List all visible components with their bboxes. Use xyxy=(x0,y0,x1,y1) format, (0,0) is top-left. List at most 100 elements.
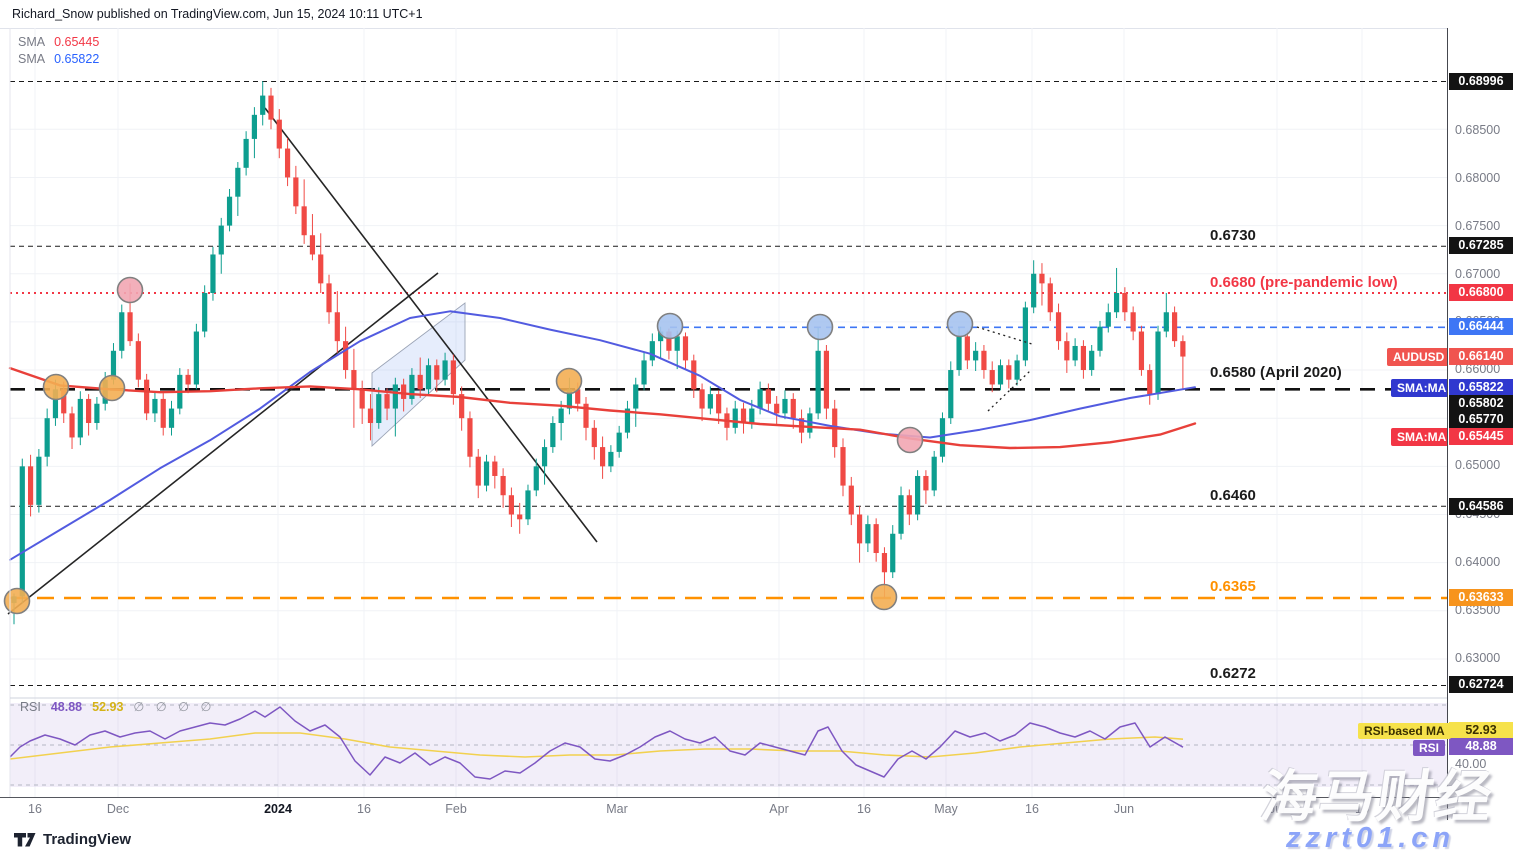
price-axis-label: 0.65000 xyxy=(1455,458,1501,472)
candle xyxy=(906,495,912,515)
candle xyxy=(260,95,266,115)
candle xyxy=(110,350,117,380)
orange-circle-marker[interactable] xyxy=(555,367,583,395)
indicator-legend: SMA 0.65445 SMA 0.65822 xyxy=(18,34,99,68)
blue-circle-marker[interactable] xyxy=(946,310,974,338)
trendline[interactable] xyxy=(7,272,439,615)
sma-fast-line xyxy=(8,366,1197,450)
candle xyxy=(1163,312,1169,332)
candle xyxy=(1072,345,1078,361)
sma-fast-legend[interactable]: SMA 0.65445 xyxy=(18,34,99,51)
tradingview-attribution[interactable]: TradingView xyxy=(14,831,131,848)
candle xyxy=(284,148,291,178)
pennant-dotted-line[interactable] xyxy=(976,326,1033,345)
rsi-legend[interactable]: RSI 48.88 52.93 ∅ ∅ ∅ ∅ xyxy=(20,699,225,714)
candle xyxy=(160,398,166,428)
candle xyxy=(1147,370,1153,395)
candle xyxy=(1097,326,1103,351)
candle xyxy=(1064,341,1070,361)
candle xyxy=(467,418,473,457)
pennant-dotted-line[interactable] xyxy=(987,370,1031,412)
candle xyxy=(77,398,83,438)
candle xyxy=(575,389,581,404)
price-axis-badge: 52.93 xyxy=(1449,722,1513,739)
candle xyxy=(119,312,125,351)
candle xyxy=(981,350,987,371)
pink-circle-marker[interactable] xyxy=(116,276,144,304)
candle xyxy=(1022,307,1028,361)
candle xyxy=(1155,331,1161,395)
level-label-april-2020[interactable]: 0.6580 (April 2020) xyxy=(1210,364,1342,381)
candle xyxy=(442,360,448,380)
candle xyxy=(293,177,299,207)
level-label-0-6272[interactable]: 0.6272 xyxy=(1210,665,1256,682)
level-label-0-6460[interactable]: 0.6460 xyxy=(1210,487,1256,504)
candle xyxy=(541,447,548,467)
sma-slow-legend[interactable]: SMA 0.65822 xyxy=(18,51,99,68)
symbol-badge: AUDUSD xyxy=(1387,348,1451,366)
price-axis-label: 0.63500 xyxy=(1455,603,1501,617)
candle xyxy=(492,461,498,476)
time-axis-label: May xyxy=(934,802,958,816)
price-axis-badge: 0.66800 xyxy=(1449,284,1513,301)
rsi-name-badge: RSI xyxy=(1413,740,1446,756)
candle xyxy=(699,389,705,409)
candle xyxy=(334,312,340,342)
price-axis-label: 0.67500 xyxy=(1455,219,1501,233)
time-axis-label: 16 xyxy=(857,802,871,816)
trendline[interactable] xyxy=(264,107,598,543)
candle xyxy=(1089,350,1095,371)
blue-circle-marker[interactable] xyxy=(656,312,684,340)
candle xyxy=(815,350,821,414)
level-label-0-6365[interactable]: 0.6365 xyxy=(1210,578,1256,595)
candle xyxy=(616,432,622,452)
price-axis-label: 0.67000 xyxy=(1455,267,1501,281)
candle xyxy=(351,370,357,390)
candle xyxy=(881,553,888,573)
candle xyxy=(558,408,564,424)
candle xyxy=(666,331,672,351)
candle xyxy=(409,374,415,399)
blue-circle-marker[interactable] xyxy=(806,313,834,341)
orange-circle-marker[interactable] xyxy=(3,587,31,615)
candle xyxy=(1080,345,1087,371)
level-label-pre-pandemic-low[interactable]: 0.6680 (pre-pandemic low) xyxy=(1210,274,1398,291)
candle xyxy=(948,370,954,419)
candle xyxy=(1047,283,1053,313)
candle xyxy=(152,398,158,414)
time-axis-label: Feb xyxy=(445,802,467,816)
price-axis[interactable]: 0.685000.680000.675000.670000.665000.660… xyxy=(1447,28,1516,820)
candle xyxy=(840,447,846,486)
pink-circle-marker[interactable] xyxy=(896,426,924,454)
watermark-url: zzrt01.cn xyxy=(1286,822,1456,854)
sma-slow-value: 0.65822 xyxy=(54,52,100,66)
orange-circle-marker[interactable] xyxy=(42,373,70,401)
candle xyxy=(823,350,830,409)
rsi-ma-value: 52.93 xyxy=(92,700,124,714)
sma-slow-line xyxy=(9,310,1196,561)
candle xyxy=(1039,273,1045,284)
candle xyxy=(848,485,854,515)
watermark-text: 海马财经 xyxy=(1257,765,1498,828)
price-axis-badge: 0.62724 xyxy=(1449,676,1513,693)
candle xyxy=(550,423,556,448)
time-axis[interactable]: 16 Dec 2024 16 Feb Mar Apr 16 May 16 Jun Jul 16 xyxy=(0,797,1447,823)
price-axis-badge: 0.68996 xyxy=(1449,73,1513,90)
candle xyxy=(533,466,539,491)
time-axis-label: Jun xyxy=(1113,802,1135,816)
candle xyxy=(36,456,42,505)
orange-circle-marker[interactable] xyxy=(98,374,126,402)
candle xyxy=(343,341,349,371)
candle xyxy=(682,336,689,361)
candle xyxy=(94,403,100,424)
candle xyxy=(86,398,92,424)
orange-circle-marker[interactable] xyxy=(870,583,898,611)
candle xyxy=(956,336,962,371)
rsi-hidden-values: ∅ ∅ ∅ ∅ xyxy=(133,700,216,714)
candle xyxy=(434,365,440,380)
candle xyxy=(268,95,274,120)
candle xyxy=(624,408,631,433)
level-label-0-6730[interactable]: 0.6730 xyxy=(1210,227,1256,244)
candle xyxy=(69,413,75,438)
